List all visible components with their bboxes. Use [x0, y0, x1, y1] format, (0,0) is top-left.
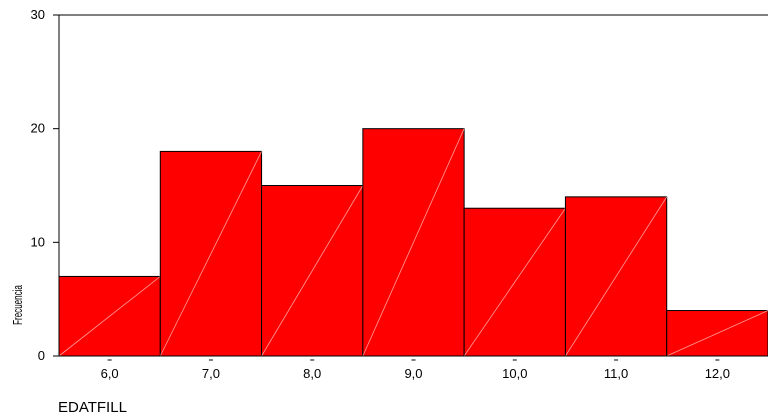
y-tick-label: 20 — [31, 121, 45, 136]
x-tick-label: 11,0 — [604, 366, 628, 381]
x-axis-title: EDATFILL — [58, 399, 127, 416]
axes-group — [58, 14, 768, 357]
bar-hatch-line — [362, 128, 465, 357]
x-tick-label: 12,0 — [705, 366, 730, 381]
y-tick-label: 0 — [38, 348, 45, 363]
y-axis-title: Frecuencia — [11, 285, 25, 325]
x-tick-label: 7,0 — [202, 366, 220, 381]
bars-group — [58, 128, 768, 357]
bar-hatch-line — [159, 151, 262, 357]
bar-hatch-line — [565, 196, 668, 357]
bar-hatch-line — [58, 276, 161, 357]
y-tick-label: 10 — [31, 234, 45, 249]
x-ticks-group: 6,0 7,0 8,0 9,0 10,0 11,0 12,0 — [101, 359, 730, 381]
bar-hatch-line — [666, 310, 768, 357]
y-ticks-group: 0 10 20 30 — [31, 7, 59, 363]
bar-hatch-line — [261, 185, 364, 357]
x-tick-label: 10,0 — [502, 366, 527, 381]
x-tick-label: 6,0 — [101, 366, 119, 381]
bar-hatch-line — [463, 208, 566, 357]
y-tick-label: 30 — [31, 7, 45, 22]
x-tick-label: 9,0 — [404, 366, 422, 381]
x-tick-label: 8,0 — [303, 366, 321, 381]
